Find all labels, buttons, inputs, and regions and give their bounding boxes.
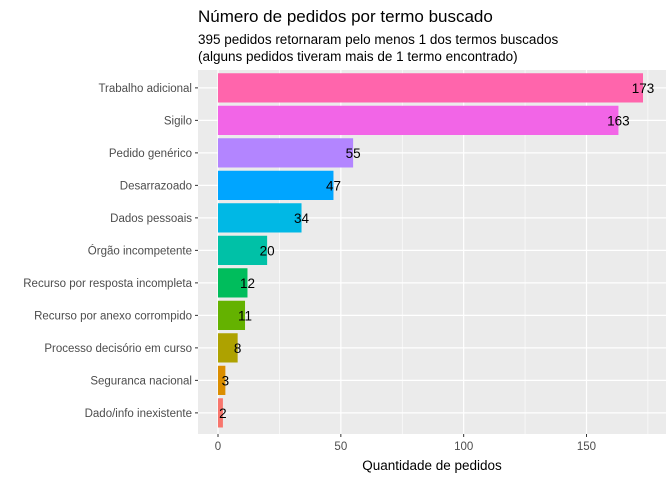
chart-subtitle-line-1: 395 pedidos retornaram pelo menos 1 dos … [198,32,558,47]
data-label: 12 [240,276,255,291]
y-tick-label: Desarrazoado [120,180,192,192]
bar [218,300,246,330]
y-tick-label: Sigilo [164,115,192,127]
data-label: 3 [222,373,230,388]
chart-title: Número de pedidos por termo buscado [198,7,493,26]
x-axis: 0 50 100 150 [215,434,596,453]
bar [218,170,334,200]
bar [218,268,248,298]
y-tick-label: Dados pessoais [110,213,192,225]
y-axis: Trabalho adicional Sigilo Pedido genérico D… [23,83,198,420]
y-tick-label: Recurso por resposta incompleta [23,278,192,290]
x-tick-label: 100 [454,441,473,453]
y-tick-label: Pedido genérico [109,148,192,160]
data-label: 173 [632,81,655,96]
x-tick-label: 0 [215,441,221,453]
bar [218,365,226,395]
data-label: 2 [219,406,227,421]
y-tick-label: Processo decisório em curso [44,343,192,355]
bar [218,398,223,428]
data-label: 47 [326,178,341,193]
x-tick-label: 150 [577,441,596,453]
y-tick-label: Trabalho adicional [98,83,192,95]
data-label: 8 [234,341,242,356]
data-label: 34 [294,211,310,226]
bar [218,333,238,363]
data-labels: 173 163 55 47 34 20 12 11 8 3 2 [219,81,654,421]
bars [218,73,643,428]
y-tick-label: Órgão incompetente [88,244,192,257]
data-label: 20 [260,243,275,258]
x-tick-label: 50 [334,441,347,453]
y-tick-label: Dado/info inexistente [85,408,192,420]
bar [218,138,354,168]
bar [218,73,643,103]
data-label: 55 [346,146,361,161]
bar [218,105,619,135]
data-label: 11 [238,308,252,323]
bar [218,203,302,233]
bar [218,235,268,265]
chart-subtitle-line-2: (alguns pedidos tiveram mais de 1 termo … [198,49,518,64]
y-tick-label: Seguranca nacional [90,375,192,387]
y-tick-label: Recurso por anexo corrompido [34,310,192,322]
x-axis-title: Quantidade de pedidos [362,458,502,473]
data-label: 163 [607,113,630,128]
